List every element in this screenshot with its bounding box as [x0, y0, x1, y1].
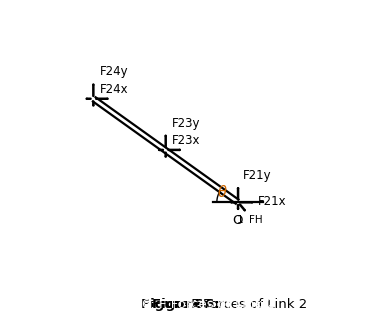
Text: F24y: F24y [100, 65, 128, 78]
Text: F23x: F23x [172, 134, 201, 147]
Text: $\theta$: $\theta$ [217, 184, 228, 200]
Text: F21y: F21y [243, 169, 272, 182]
Text: F Forces of Link 2: F Forces of Link 2 [187, 298, 308, 311]
Text: Figure 6:: Figure 6: [152, 298, 220, 311]
Text: O: O [232, 214, 242, 226]
Text: F23y: F23y [172, 117, 201, 130]
Text: Figure 6: F Forces of Link 2: Figure 6: F Forces of Link 2 [97, 298, 275, 311]
Text: Figure 6:: Figure 6: [141, 298, 209, 311]
Text: FH: FH [249, 215, 263, 225]
Text: F24x: F24x [100, 83, 128, 96]
Text: F21x: F21x [258, 194, 287, 208]
Text: 1: 1 [237, 215, 243, 225]
